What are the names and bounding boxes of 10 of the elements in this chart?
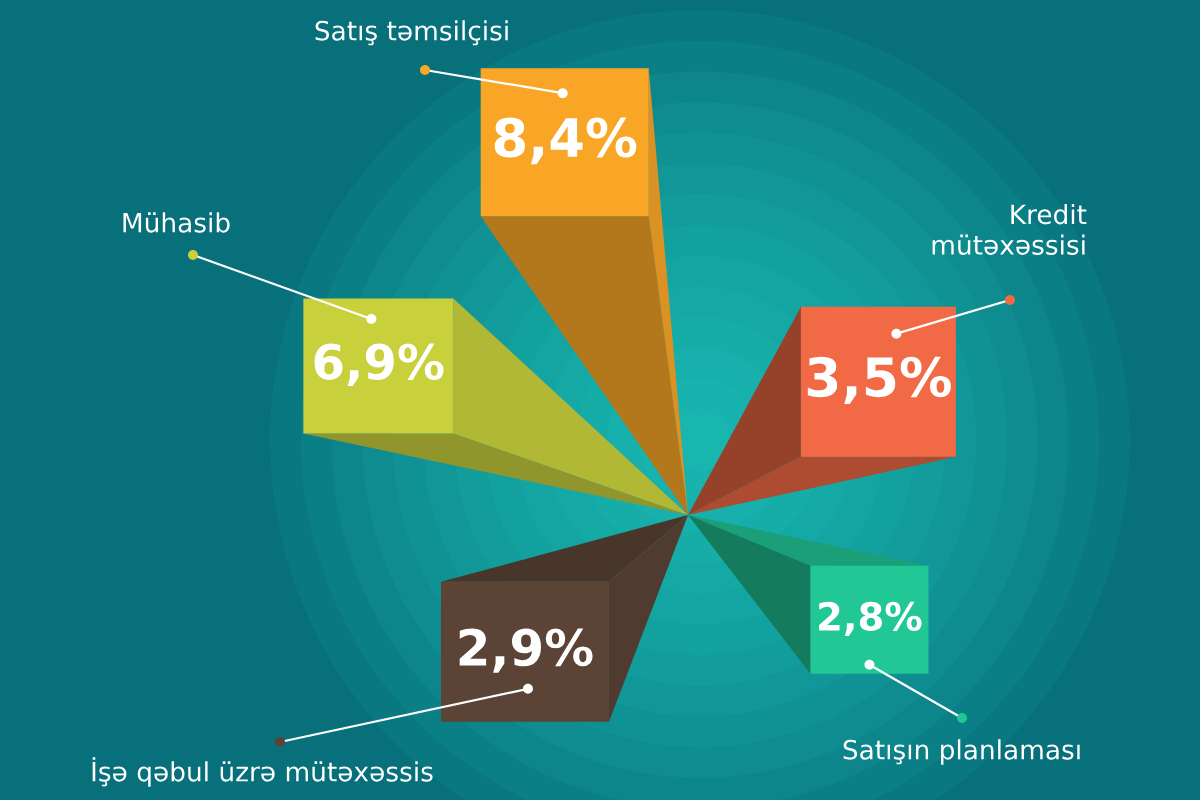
data-label: 6,9% bbox=[314, 343, 444, 387]
category-label: İşə qəbul üzrə mütəxəssis bbox=[92, 757, 433, 787]
category-label: Mühasib bbox=[123, 212, 230, 233]
category-label: Kredit mütəxəssisi bbox=[932, 203, 1087, 255]
category-label: Satışın planlaması bbox=[843, 739, 1080, 765]
data-label: 8,4% bbox=[494, 117, 637, 165]
data-label: 3,5% bbox=[807, 356, 951, 405]
category-label: Satış təmsilçisi bbox=[315, 20, 508, 46]
data-label: 2,8% bbox=[819, 601, 922, 636]
data-label: 2,9% bbox=[459, 628, 593, 673]
